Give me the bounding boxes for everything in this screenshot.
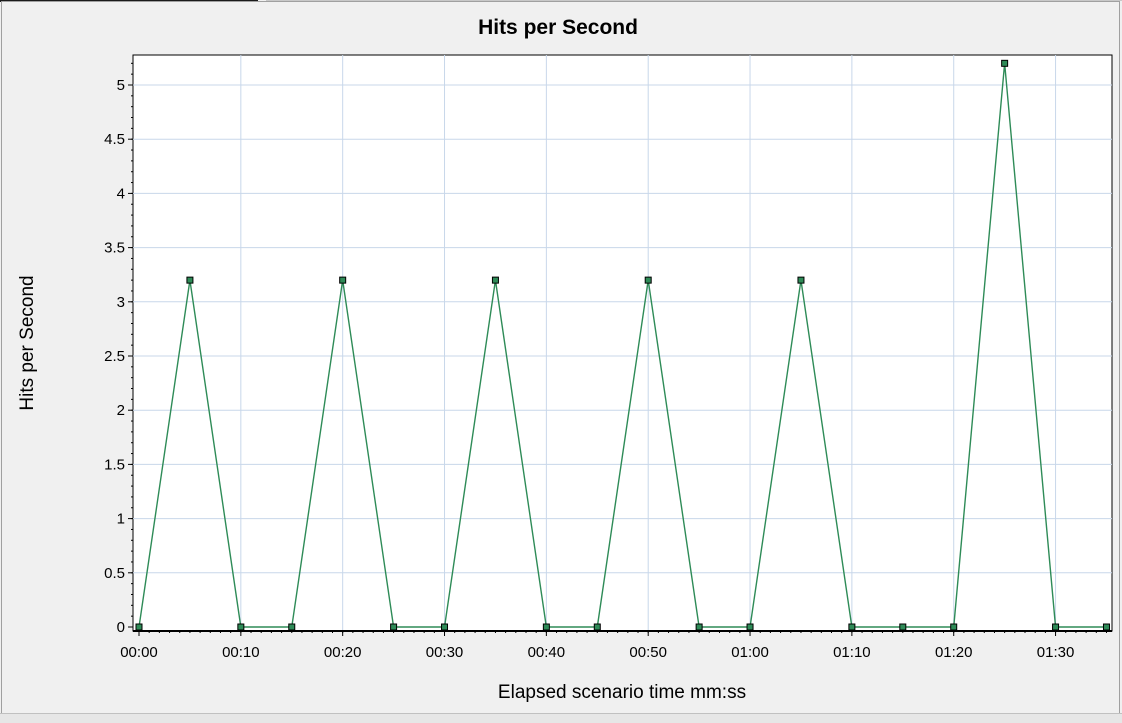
data-point (899, 623, 907, 631)
data-point (797, 276, 805, 284)
y-tick-label: 3 (117, 294, 125, 311)
data-point (1001, 59, 1009, 67)
data-point (695, 623, 703, 631)
x-axis-label: Elapsed scenario time mm:ss (498, 682, 746, 703)
data-point (593, 623, 601, 631)
data-point (950, 623, 958, 631)
series-hits-per-second (135, 59, 1110, 631)
x-tick-label: 00:40 (528, 644, 566, 661)
x-tick-label: 01:10 (833, 644, 871, 661)
y-tick-label: 3.5 (104, 240, 125, 257)
y-tick-label: 4 (117, 185, 125, 202)
data-point (644, 276, 652, 284)
data-point (390, 623, 398, 631)
data-point (186, 276, 194, 284)
chart-title: Hits per Second (478, 16, 638, 39)
tab-divider (266, 0, 1122, 1)
y-tick-label: 2.5 (104, 348, 125, 365)
grid-lines (133, 55, 1112, 631)
y-tick-label: 0 (117, 619, 125, 636)
x-axis: 00:00 00:10 00:20 00:30 00:40 00:50 01:00 01:10… (120, 630, 1112, 661)
x-tick-label: 00:50 (629, 644, 667, 661)
data-point (746, 623, 754, 631)
data-point (1102, 623, 1110, 631)
y-axis-label: Hits per Second (17, 275, 38, 410)
data-point (288, 623, 296, 631)
status-strip (0, 713, 1122, 723)
y-axis: 0 0.5 1 1.5 2 2.5 3 3.5 4 4.5 5 (104, 77, 133, 636)
data-point (441, 623, 449, 631)
y-tick-label: 4.5 (104, 131, 125, 148)
data-point (135, 623, 143, 631)
y-tick-label: 0.5 (104, 565, 125, 582)
data-point (1052, 623, 1060, 631)
data-point (542, 623, 550, 631)
x-tick-label: 01:00 (731, 644, 769, 661)
y-tick-label: 2 (117, 402, 125, 419)
y-tick-label: 1 (117, 511, 125, 528)
x-tick-label: 00:00 (120, 644, 158, 661)
y-tick-label: 1.5 (104, 456, 125, 473)
x-tick-label: 01:20 (935, 644, 973, 661)
x-tick-label: 00:20 (324, 644, 362, 661)
series-line (138, 63, 1107, 628)
x-tick-label: 00:30 (426, 644, 464, 661)
plot-area (132, 54, 1113, 632)
data-point (848, 623, 856, 631)
data-point (491, 276, 499, 284)
data-point (237, 623, 245, 631)
data-point (339, 276, 347, 284)
x-tick-label: 01:30 (1037, 644, 1075, 661)
x-tick-label: 00:10 (222, 644, 260, 661)
y-tick-label: 5 (117, 77, 125, 94)
